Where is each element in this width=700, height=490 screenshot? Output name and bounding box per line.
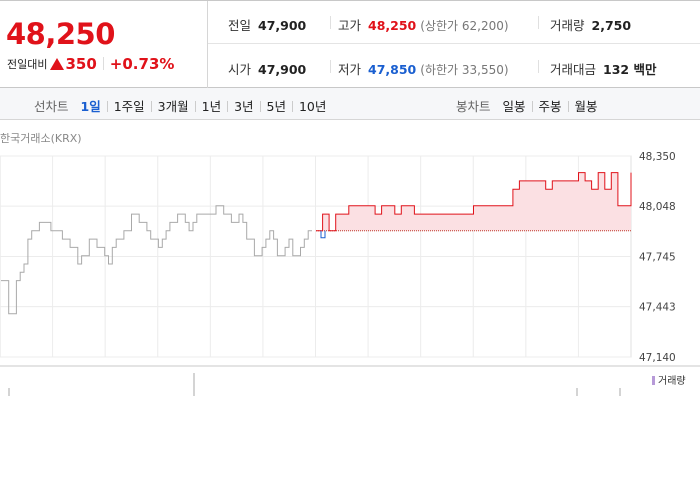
candle-chart-tabs: 봉차트 일봉 주봉 월봉: [456, 96, 598, 115]
up-triangle-icon: [50, 58, 65, 70]
tab-1y[interactable]: 1년: [201, 99, 222, 114]
change-label: 전일대비: [7, 58, 48, 71]
lower-limit: (하한가 33,550): [420, 63, 509, 77]
tab-1d[interactable]: 1일: [80, 99, 101, 114]
stat-label: 전일: [228, 18, 252, 33]
change-rate: +0.73%: [109, 55, 175, 73]
today-price-line: [316, 172, 632, 232]
tab-daily[interactable]: 일봉: [502, 99, 526, 114]
divider: [538, 16, 539, 29]
stat-value: 47,900: [258, 62, 307, 77]
stat-volume: 거래량 2,750: [550, 15, 631, 34]
divider: [194, 101, 196, 112]
stat-value: 48,250: [368, 18, 417, 33]
divider: [531, 101, 533, 112]
tab-3m[interactable]: 3개월: [157, 99, 189, 114]
divider: [102, 57, 104, 70]
tab-monthly[interactable]: 월봉: [574, 99, 598, 114]
stat-low: 저가 47,850 (하한가 33,550): [338, 59, 509, 78]
volume-legend: 거래량: [652, 372, 686, 387]
tab-3y[interactable]: 3년: [234, 99, 254, 114]
stats-row-1: 전일 47,900 고가 48,250 (상한가 62,200) 거래량 2,750: [208, 1, 700, 44]
stats-row-2: 시가 47,900 저가 47,850 (하한가 33,550) 거래대금 132 백만: [208, 45, 700, 88]
divider: [330, 16, 331, 29]
current-price-box: 48,250 전일대비 350 +0.73%: [0, 1, 208, 88]
tab-5y[interactable]: 5년: [266, 99, 286, 114]
divider: [291, 101, 293, 112]
y-tick-label: 47,140: [639, 352, 676, 364]
tab-1w[interactable]: 1주일: [113, 99, 145, 114]
price-summary: 48,250 전일대비 350 +0.73% 전일 47,900 고가 48,250 (상…: [0, 0, 700, 88]
today-area-fill: [316, 172, 631, 231]
line-chart-title: 선차트: [34, 99, 69, 114]
stat-prev-close: 전일 47,900: [228, 15, 306, 34]
stat-high: 고가 48,250 (상한가 62,200): [338, 15, 509, 34]
stat-amount: 거래대금 132 백만: [550, 59, 656, 78]
volume-swatch-icon: [652, 376, 655, 385]
stat-label: 거래량: [550, 18, 585, 33]
price-line-chart: 48,350 48,048 47,745 47,443 47,140: [0, 151, 700, 396]
stat-value: 132 백만: [603, 62, 657, 77]
stat-label: 시가: [228, 62, 252, 77]
chart-period-tabs: 선차트 1일 1주일 3개월 1년 3년 5년 10년 봉차트 일봉 주봉 월봉: [0, 88, 700, 120]
divider: [150, 101, 152, 112]
stat-label: 거래대금: [550, 62, 597, 77]
price-stats: 전일 47,900 고가 48,250 (상한가 62,200) 거래량 2,750 시…: [208, 1, 700, 88]
line-chart-tabs: 선차트 1일 1주일 3개월 1년 3년 5년 10년: [34, 96, 326, 115]
prev-day-line: [1, 205, 312, 315]
divider: [227, 101, 229, 112]
divider: [567, 101, 569, 112]
change-value: 350: [65, 55, 97, 73]
divider: [330, 60, 331, 73]
volume-legend-label: 거래량: [658, 376, 686, 387]
stat-label: 고가: [338, 18, 362, 33]
exchange-label: 한국거래소(KRX): [0, 132, 82, 145]
candle-chart-title: 봉차트: [456, 99, 491, 114]
tab-10y[interactable]: 10년: [298, 99, 327, 114]
y-tick-label: 47,745: [639, 252, 676, 264]
low-price-marker: [320, 230, 326, 239]
y-tick-label: 47,443: [639, 302, 676, 314]
upper-limit: (상한가 62,200): [420, 19, 509, 33]
stat-value: 47,900: [258, 18, 307, 33]
divider: [106, 101, 108, 112]
price-change: 전일대비 350 +0.73%: [7, 55, 174, 73]
divider: [538, 60, 539, 73]
stat-value: 47,850: [368, 62, 417, 77]
y-tick-label: 48,048: [639, 201, 676, 213]
divider: [259, 101, 261, 112]
tab-weekly[interactable]: 주봉: [538, 99, 562, 114]
stat-open: 시가 47,900: [228, 59, 306, 78]
y-tick-label: 48,350: [639, 151, 676, 163]
current-price: 48,250: [6, 17, 115, 51]
stat-label: 저가: [338, 62, 362, 77]
stat-value: 2,750: [591, 18, 632, 33]
